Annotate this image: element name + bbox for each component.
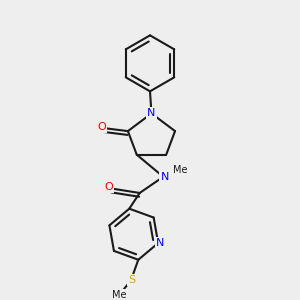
Text: Me: Me [173,165,188,175]
Text: S: S [128,275,135,285]
Text: N: N [147,108,156,118]
Text: O: O [104,182,113,192]
Text: O: O [97,122,106,132]
Text: Me: Me [112,290,126,300]
Text: N: N [156,238,165,248]
Text: N: N [160,172,169,182]
